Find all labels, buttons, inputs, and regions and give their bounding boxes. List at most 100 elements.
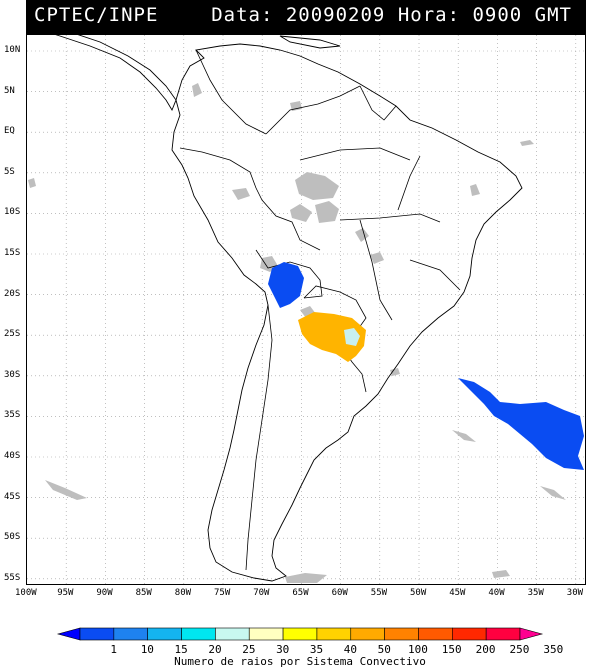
colorbar-tick-label: 250 bbox=[509, 643, 530, 656]
colorbar-tick-label: 350 bbox=[543, 643, 564, 656]
latitude-label: EQ bbox=[4, 126, 15, 137]
orange-system-paraguay bbox=[298, 312, 366, 362]
longitude-label: 50W bbox=[410, 588, 427, 598]
colorbar-swatch bbox=[282, 627, 318, 641]
gray-cloud bbox=[540, 486, 566, 500]
coastlines bbox=[27, 25, 523, 582]
colorbar-tick-label: 20 bbox=[208, 643, 222, 656]
longitude-label: 70W bbox=[253, 588, 270, 598]
central-america-coastline bbox=[27, 25, 177, 112]
latitude-label: 10N bbox=[4, 45, 21, 55]
longitude-label: 90W bbox=[96, 588, 113, 598]
latitude-label: 25S bbox=[4, 329, 21, 340]
colorbar-swatch bbox=[418, 627, 453, 641]
border-brazil-states-1 bbox=[339, 213, 441, 223]
colorbar-swatch bbox=[147, 627, 182, 641]
gray-cloud bbox=[192, 83, 202, 97]
pale-system-core bbox=[344, 328, 360, 346]
date-label: Data: bbox=[211, 4, 274, 26]
gray-cloud bbox=[390, 368, 400, 376]
longitude-label: 45W bbox=[449, 588, 466, 598]
colorbar-tick-label: 1 bbox=[110, 643, 117, 656]
south-america-coastline bbox=[171, 43, 523, 582]
gray-cloud bbox=[370, 252, 384, 264]
longitude-label: 95W bbox=[57, 588, 74, 598]
latitude-label: 5N bbox=[4, 85, 15, 96]
colorbar-tick-label: 50 bbox=[377, 643, 391, 656]
country-borders bbox=[179, 49, 461, 571]
time-value: 0900 GMT bbox=[472, 4, 572, 26]
latitude-label: 10S bbox=[4, 207, 21, 218]
border-brazil-states-3 bbox=[359, 219, 393, 321]
colorbar-tick-label: 30 bbox=[276, 643, 290, 656]
gray-cloud bbox=[470, 184, 480, 196]
gray-cloud bbox=[355, 228, 369, 242]
time-label: Hora: bbox=[397, 4, 461, 26]
blue-system-atlantic bbox=[458, 378, 584, 470]
gray-cloud bbox=[295, 172, 339, 200]
longitude-label: 85W bbox=[135, 588, 152, 598]
gray-cloud bbox=[520, 140, 534, 146]
border-chile-argentina bbox=[245, 304, 273, 571]
colorbar-tick-label: 15 bbox=[174, 643, 188, 656]
latitude-label: 55S bbox=[4, 572, 21, 583]
border-guianas bbox=[359, 85, 397, 121]
latitude-label: 50S bbox=[4, 532, 21, 543]
colorbar-arrow-high bbox=[519, 627, 544, 641]
longitude-label: 80W bbox=[174, 588, 192, 598]
colorbar-caption: Numero de raios por Sistema Convectivo bbox=[174, 655, 426, 668]
colorbar bbox=[56, 627, 544, 641]
colorbar-swatch bbox=[79, 627, 115, 641]
colorbar-tick-label: 10 bbox=[140, 643, 154, 656]
colorbar-tick-label: 200 bbox=[475, 643, 496, 656]
colorbar-tick-label: 150 bbox=[441, 643, 462, 656]
colorbar-arrow-low bbox=[56, 627, 81, 641]
gray-cloud bbox=[315, 201, 339, 223]
border-bolivia bbox=[255, 249, 323, 299]
border-brazil-states-5 bbox=[409, 259, 461, 291]
date-value: 20090209 bbox=[285, 4, 386, 26]
cuba-coastline bbox=[279, 35, 341, 49]
source-label: CPTEC/INPE bbox=[34, 4, 159, 26]
colorbar-swatch bbox=[113, 627, 148, 641]
latitude-label: 20S bbox=[4, 288, 21, 299]
colorbar-swatch bbox=[248, 627, 284, 641]
colorbar-swatch bbox=[350, 627, 385, 641]
map-header: CPTEC/INPE Data: 20090209 Hora: 0900 GMT bbox=[26, 0, 586, 34]
latitude-label: 5S bbox=[4, 166, 15, 177]
border-colombia-venezuela bbox=[195, 49, 267, 135]
border-colombia-ecuador-peru bbox=[179, 147, 257, 189]
gray-cloud bbox=[28, 178, 36, 188]
colorbar-swatch bbox=[316, 627, 352, 641]
latitude-label: 15S bbox=[4, 248, 21, 258]
longitude-label: 60W bbox=[331, 588, 348, 598]
border-brazil-venezuela bbox=[265, 85, 361, 135]
longitude-label: 35W bbox=[527, 588, 544, 598]
gray-cloud bbox=[285, 573, 327, 583]
gray-cloud bbox=[232, 188, 250, 200]
latitude-label: 30S bbox=[4, 369, 21, 380]
gray-cloud bbox=[290, 204, 312, 222]
longitude-label: 100W bbox=[15, 588, 37, 598]
latitude-label: 45S bbox=[4, 491, 21, 502]
border-brazil-states-2 bbox=[397, 155, 421, 211]
graticule bbox=[27, 35, 585, 584]
gray-cloud bbox=[492, 570, 510, 578]
gray-cloud-areas bbox=[28, 83, 566, 583]
colorbar-swatch bbox=[452, 627, 487, 641]
blue-system-bolivia bbox=[268, 262, 304, 308]
colorbar-swatch bbox=[384, 627, 419, 641]
latitude-label: 40S bbox=[4, 451, 21, 461]
longitude-label: 75W bbox=[214, 588, 231, 598]
colorbar-swatch bbox=[181, 627, 216, 641]
colorbar-tick-label: 35 bbox=[309, 643, 324, 656]
colorbar-swatch bbox=[215, 627, 250, 641]
latitude-label: 35S bbox=[4, 410, 21, 421]
colorbar-tick-label: 40 bbox=[343, 643, 358, 656]
convective-systems bbox=[268, 262, 584, 470]
longitude-label: 55W bbox=[370, 588, 388, 598]
datetime-label: Data: 20090209 Hora: 0900 GMT bbox=[211, 4, 572, 26]
gray-cloud bbox=[45, 480, 87, 500]
border-peru-brazil bbox=[255, 187, 321, 251]
